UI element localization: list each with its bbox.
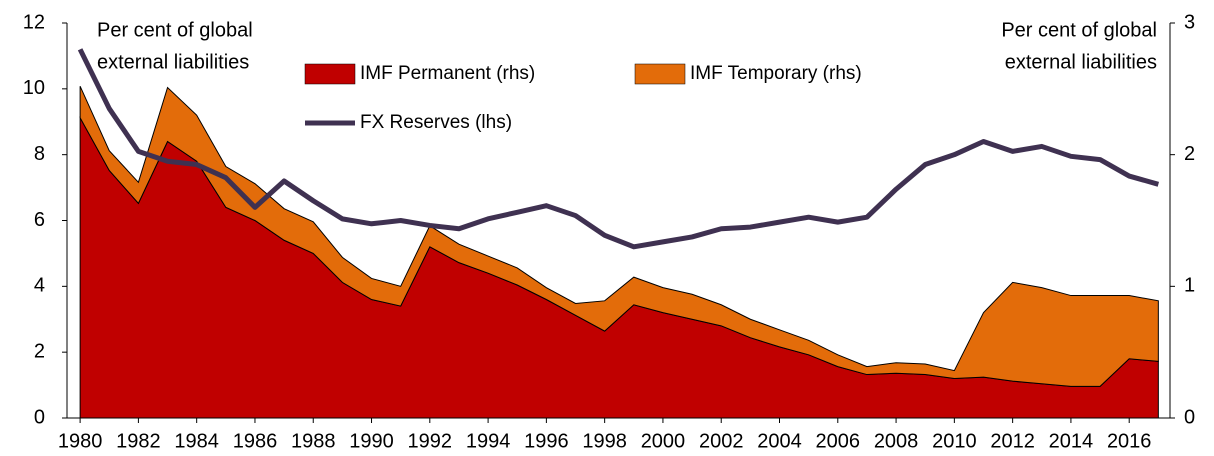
right-axis-label: external liabilities (1005, 51, 1157, 73)
legend-swatch (634, 63, 686, 85)
x-tick-label: 1984 (174, 430, 219, 452)
x-tick-label: 2008 (874, 430, 919, 452)
y2-tick-label: 1 (1184, 275, 1195, 297)
legend-label: IMF Temporary (rhs) (690, 63, 862, 84)
legend-swatch (304, 63, 356, 85)
x-tick-label: 1982 (116, 430, 161, 452)
y-tick-label: 0 (34, 406, 45, 428)
x-tick-label: 2016 (1107, 430, 1152, 452)
y2-tick-label: 0 (1184, 406, 1195, 428)
left-axis-label: Per cent of global (97, 19, 253, 41)
x-tick-label: 1996 (524, 430, 569, 452)
y-tick-label: 12 (23, 11, 45, 33)
y-tick-label: 4 (34, 275, 45, 297)
x-tick-label: 2004 (757, 430, 802, 452)
x-tick-label: 1980 (58, 430, 103, 452)
x-tick-label: 1986 (233, 430, 278, 452)
x-tick-label: 2014 (1049, 430, 1094, 452)
line (77, 48, 1160, 250)
x-tick-label: 1992 (408, 430, 453, 452)
right-axis-label: Per cent of global (1001, 19, 1157, 41)
y-tick-label: 2 (34, 340, 45, 362)
x-tick-label: 1990 (349, 430, 394, 452)
x-tick-label: 2006 (816, 430, 861, 452)
x-tick-label: 2002 (699, 430, 744, 452)
y2-tick-label: 2 (1184, 143, 1195, 165)
legend-label: FX Reserves (lhs) (360, 112, 512, 133)
x-tick-label: 1998 (582, 430, 627, 452)
area (79, 85, 1159, 387)
x-tick-label: 1994 (466, 430, 511, 452)
x-tick-label: 2000 (641, 430, 686, 452)
y-tick-label: 10 (23, 77, 45, 99)
x-tick-label: 2012 (990, 430, 1035, 452)
x-tick-label: 1988 (291, 430, 336, 452)
y-tick-label: 6 (34, 209, 45, 231)
left-axis-label: external liabilities (97, 51, 249, 73)
y2-tick-label: 3 (1184, 11, 1195, 33)
y-tick-label: 8 (34, 143, 45, 165)
legend-label: IMF Permanent (rhs) (360, 63, 535, 84)
x-tick-label: 2010 (932, 430, 977, 452)
